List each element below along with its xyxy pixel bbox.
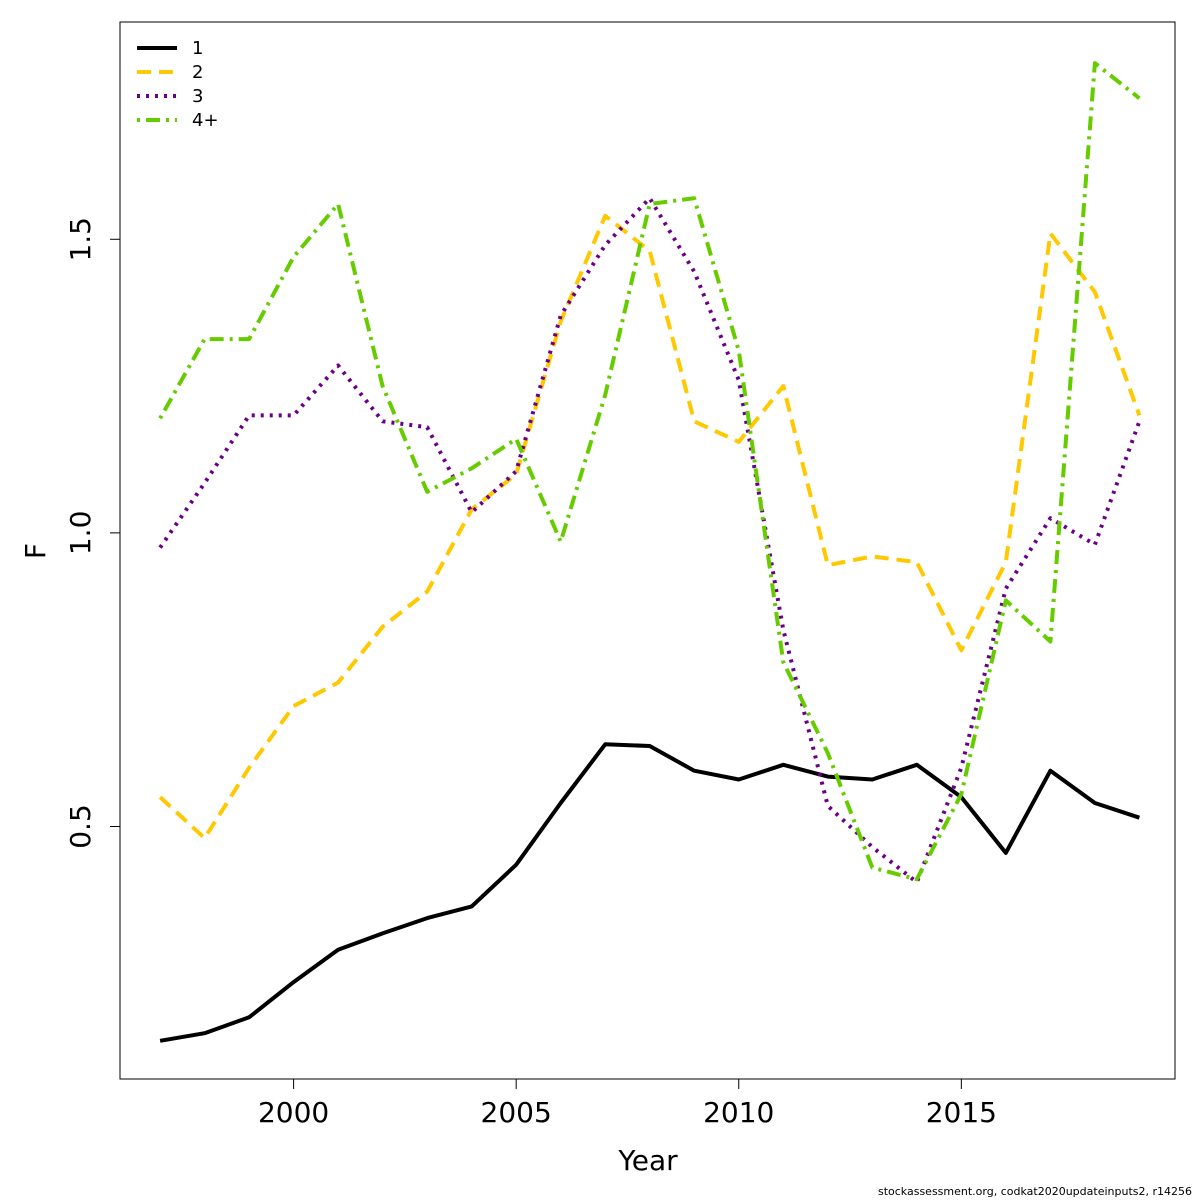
y-tick-label: 1.5 [64, 217, 97, 262]
credit-note: stockassessment.org, codkat2020updateinp… [877, 1185, 1192, 1198]
y-tick-label: 1.0 [64, 511, 97, 556]
plot-frame [119, 21, 1176, 1080]
legend: 1 2 3 4+ [137, 38, 219, 131]
x-tick-label: 2015 [926, 1096, 997, 1129]
legend-label: 2 [192, 62, 203, 83]
series-line-1 [159, 742, 1141, 1043]
y-tick-label: 0.5 [64, 804, 97, 849]
legend-label: 1 [192, 38, 203, 59]
legend-label: 3 [192, 86, 203, 107]
x-tick-label: 2000 [258, 1096, 329, 1129]
x-axis: 2000 2005 2010 2015 [258, 1078, 997, 1129]
x-axis-title: Year [617, 1144, 678, 1177]
legend-label: 4+ [192, 110, 219, 131]
series-line-3 [158, 196, 1142, 885]
y-axis-title: F [19, 543, 52, 559]
series-line-2 [158, 213, 1142, 841]
series-layer [158, 61, 1142, 1043]
x-tick-label: 2005 [481, 1096, 552, 1129]
series-line-4 [158, 61, 1141, 882]
y-axis: 0.5 1.0 1.5 [64, 217, 121, 849]
x-tick-label: 2010 [703, 1096, 774, 1129]
